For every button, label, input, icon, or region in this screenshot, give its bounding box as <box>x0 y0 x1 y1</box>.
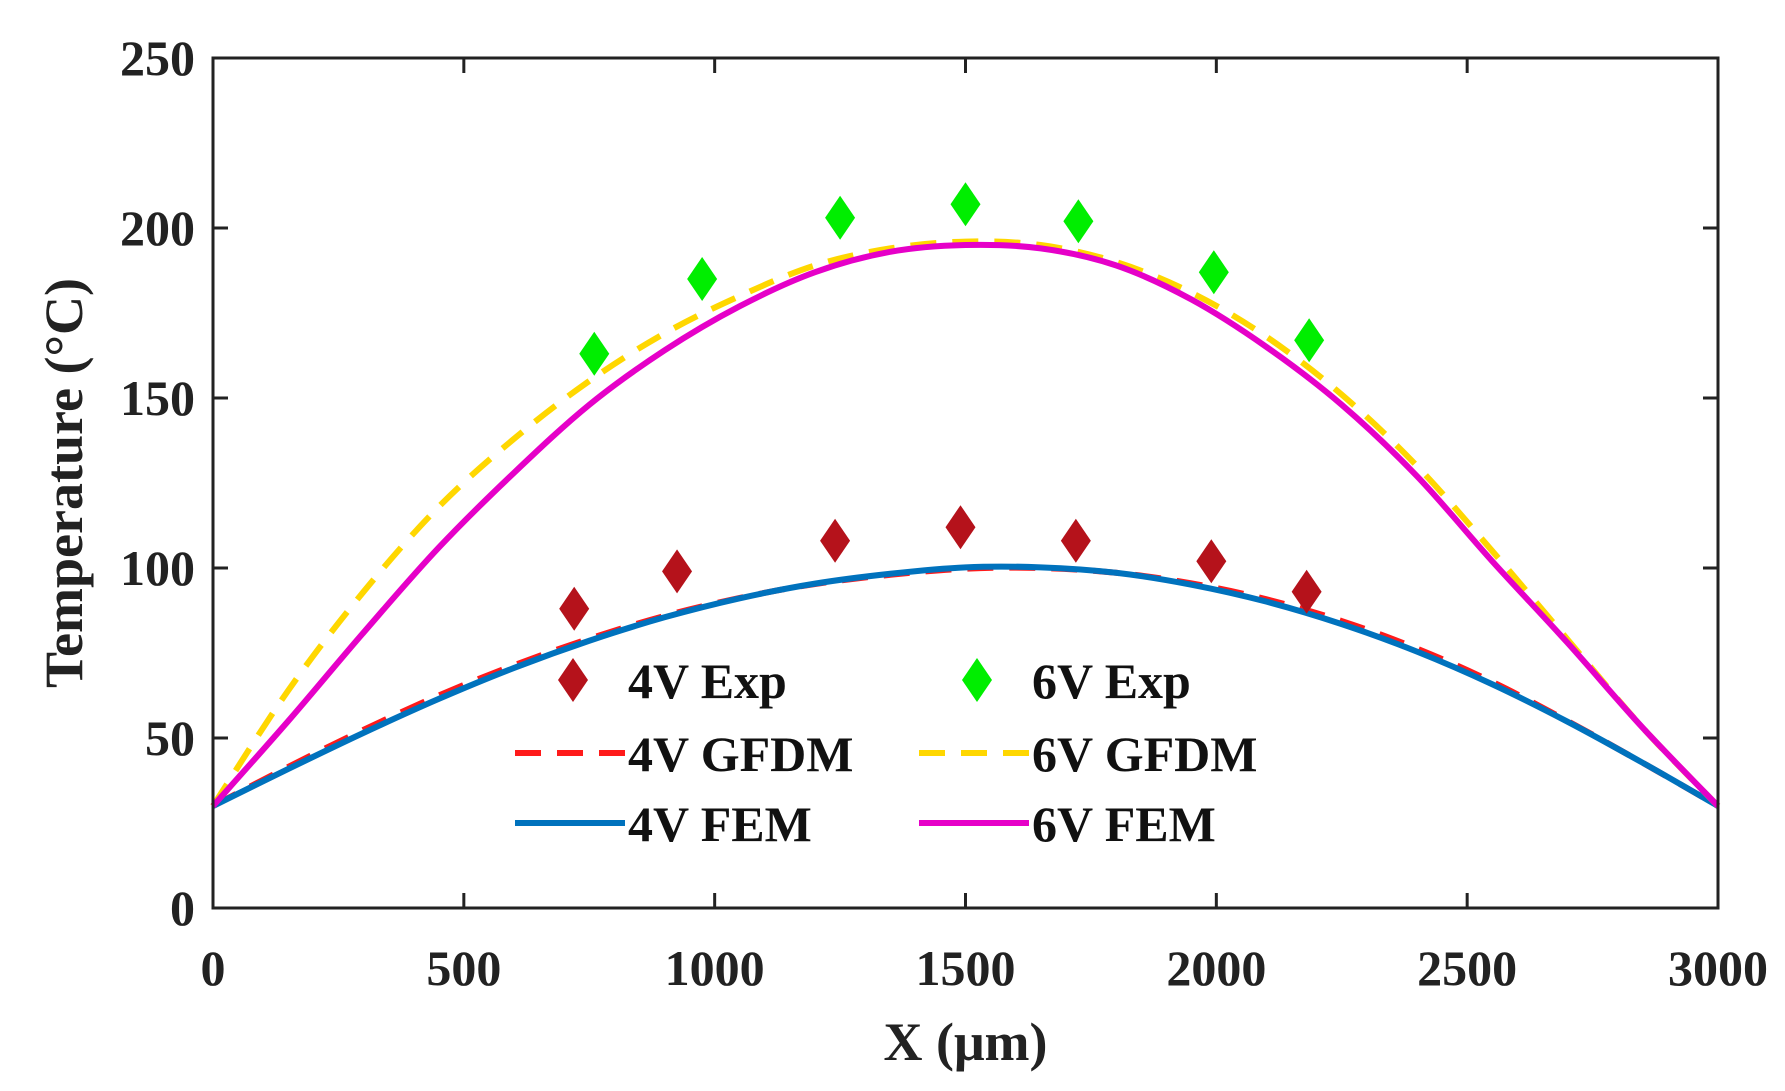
series-line-6v-gfdm <box>210 238 1721 809</box>
x-tick-label: 1500 <box>916 940 1016 996</box>
legend-label: 6V GFDM <box>1032 726 1257 782</box>
x-axis-label: X (μm) <box>883 1012 1047 1072</box>
data-point-4v-exp <box>1196 539 1227 584</box>
y-tick-label: 0 <box>170 880 195 936</box>
data-point-4v-exp <box>1060 518 1091 563</box>
legend-item-4v-fem: 4V FEM <box>515 796 812 852</box>
data-point-6v-exp <box>825 195 856 240</box>
legend-label: 4V Exp <box>628 653 787 709</box>
series-6v-exp <box>579 182 1325 376</box>
data-point-4v-exp <box>662 549 693 594</box>
legend-marker <box>558 658 588 702</box>
x-tick-label: 2000 <box>1166 940 1266 996</box>
legend-item-4v-exp: 4V Exp <box>558 653 787 709</box>
legend-item-4v-gfdm: 4V GFDM <box>515 726 853 782</box>
y-tick-label: 100 <box>120 540 195 596</box>
x-tick-label: 2500 <box>1417 940 1517 996</box>
legend-item-6v-fem: 6V FEM <box>919 796 1216 852</box>
data-point-4v-exp <box>945 505 976 550</box>
data-point-6v-exp <box>1063 199 1094 244</box>
series-line-4v-gfdm <box>211 564 1720 809</box>
x-tick-label: 3000 <box>1668 940 1768 996</box>
data-point-4v-exp <box>559 586 590 631</box>
legend: 4V Exp 6V Exp 4V GFDM 6V GFDM 4V FEM 6V FEM <box>515 653 1257 852</box>
data-point-6v-exp <box>1294 318 1325 363</box>
y-tick-label: 200 <box>120 200 195 256</box>
data-point-6v-exp <box>1198 250 1229 295</box>
legend-label: 6V FEM <box>1032 796 1216 852</box>
legend-label: 4V GFDM <box>628 726 853 782</box>
series-layer <box>210 182 1721 809</box>
data-point-6v-exp <box>950 182 981 227</box>
x-tick-label: 0 <box>201 940 226 996</box>
legend-item-6v-gfdm: 6V GFDM <box>919 726 1257 782</box>
series-line-6v-fem <box>210 241 1721 809</box>
legend-label: 6V Exp <box>1032 653 1191 709</box>
x-tick-label: 500 <box>426 940 501 996</box>
y-axis-label: Temperature (°C) <box>34 278 94 688</box>
axes-layer: 0 500 1000 1500 2000 2500 3000 0 50 100 150 200 250 <box>120 30 1768 996</box>
legend-label: 4V FEM <box>628 796 812 852</box>
data-point-6v-exp <box>687 257 718 301</box>
series-4v-exp <box>559 505 1322 631</box>
y-tick-label: 150 <box>120 370 195 426</box>
y-tick-label: 250 <box>120 30 195 86</box>
data-point-4v-exp <box>820 518 851 563</box>
legend-marker <box>962 658 992 702</box>
x-tick-label: 1000 <box>665 940 765 996</box>
data-point-4v-exp <box>1291 569 1322 614</box>
data-point-6v-exp <box>579 331 610 376</box>
legend-item-6v-exp: 6V Exp <box>962 653 1191 709</box>
y-tick-label: 50 <box>145 710 195 766</box>
series-line-4v-fem <box>211 563 1720 809</box>
